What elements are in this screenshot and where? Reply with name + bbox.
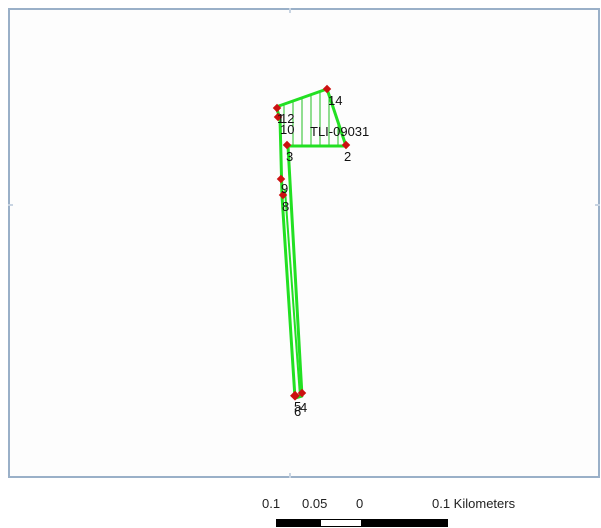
- frame-right-tick: [595, 204, 600, 206]
- scale-label-0-1-left: 0.1: [262, 496, 281, 511]
- vertex-markers: [272, 84, 351, 401]
- scale-label-kilometers: 0.1 Kilometers: [432, 496, 516, 511]
- vertex-11: [273, 112, 283, 122]
- scale-bar: 0.1 0.05 0 0.1 Kilometers: [0, 480, 601, 528]
- vertex-label-2: 2: [344, 149, 351, 164]
- vertex-9: [276, 174, 286, 184]
- vertex-label-5: 5: [294, 399, 301, 414]
- map-canvas: 14 1 12 10 3 2 9 8 5 4 6 TLI-09031: [272, 84, 369, 419]
- vertex-label-4: 4: [300, 400, 307, 415]
- vertex-label-10: 10: [280, 122, 294, 137]
- scale-segment-black-1: [276, 519, 320, 527]
- vertex-label-8: 8: [282, 199, 289, 214]
- scale-segment-black-2: [362, 519, 448, 527]
- vertex-5: [290, 390, 300, 401]
- scale-segment-white: [320, 519, 362, 527]
- vertex-3: [282, 140, 292, 150]
- vertex-14: [322, 84, 332, 94]
- vertex-label-6: 6: [294, 404, 301, 419]
- vertex-2: [341, 140, 351, 150]
- parcel-hatched-area[interactable]: [276, 89, 346, 146]
- frame-left-tick: [8, 204, 13, 206]
- vertex-4: [297, 388, 307, 398]
- vertex-8: [278, 190, 288, 200]
- vertex-label-1: 1: [277, 111, 284, 126]
- vertex-label-12: 12: [280, 111, 294, 126]
- vertex-label-9: 9: [281, 181, 288, 196]
- scale-label-0-05: 0.05: [302, 496, 328, 511]
- frame-top-tick: [289, 8, 291, 13]
- vertex-12: [272, 103, 282, 113]
- vertex-label-3: 3: [286, 149, 293, 164]
- map-frame[interactable]: 14 1 12 10 3 2 9 8 5 4 6 TLI-09031: [8, 8, 600, 478]
- parcel-id-label[interactable]: TLI-09031: [310, 124, 369, 139]
- frame-bottom-tick: [289, 473, 291, 478]
- scale-label-0: 0: [356, 496, 364, 511]
- parcel-inner-edge: [284, 189, 301, 397]
- vertex-label-14: 14: [328, 93, 342, 108]
